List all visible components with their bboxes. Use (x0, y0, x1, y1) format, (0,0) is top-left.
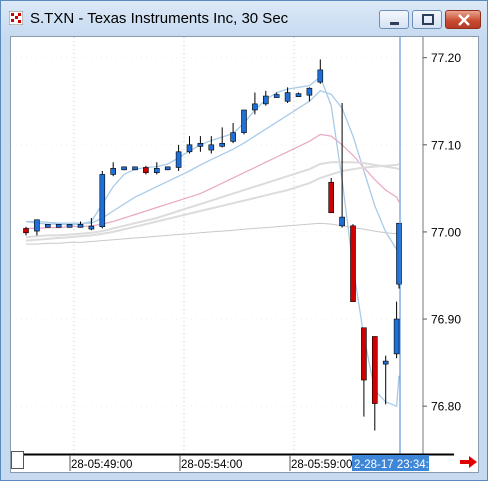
candlesticks (23, 59, 402, 431)
candle-body[interactable] (132, 166, 138, 171)
candle-body[interactable] (44, 224, 51, 228)
candle-body[interactable] (175, 151, 182, 168)
candle-body[interactable] (252, 103, 258, 111)
candle-body[interactable] (230, 132, 236, 142)
candle-body[interactable] (121, 166, 127, 171)
maximize-icon (422, 14, 434, 25)
minimize-icon (390, 22, 399, 25)
moving-average-line (25, 161, 400, 239)
candle-body[interactable] (284, 92, 291, 102)
candle-body[interactable] (339, 216, 345, 227)
time-axis: 28-05:49:00 28-05:54:00 28-05:59:00 (69, 455, 352, 471)
scroll-right-arrow-icon[interactable] (460, 456, 478, 468)
scroll-handle[interactable] (11, 451, 24, 469)
candle-body[interactable] (208, 144, 215, 151)
candle-body[interactable] (23, 228, 29, 234)
candle-body[interactable] (55, 224, 62, 228)
candle-body[interactable] (197, 143, 204, 147)
moving-average-line (25, 163, 400, 242)
candle-body[interactable] (110, 168, 116, 175)
chart-area[interactable]: 77.20 77.10 77.00 76.90 76.80 28-05:49:00 28-… (10, 36, 479, 473)
candle-body[interactable] (34, 219, 40, 232)
candle-body[interactable] (328, 181, 335, 214)
candle-body[interactable] (273, 94, 280, 98)
candle-body[interactable] (317, 69, 324, 83)
cursor-time-highlight (352, 455, 429, 471)
candle-body[interactable] (99, 174, 106, 228)
moving-average-line (26, 90, 400, 251)
price-axis: 77.20 77.10 77.00 76.90 76.80 (423, 51, 461, 414)
candle-body[interactable] (219, 143, 225, 147)
moving-average-line (25, 75, 400, 408)
candle-body[interactable] (306, 87, 313, 96)
title-bar[interactable]: S.TXN - Texas Instruments Inc, 30 Sec (1, 1, 487, 35)
grid-lines (11, 37, 423, 454)
moving-average-lines (25, 75, 400, 408)
candle-body[interactable] (77, 224, 84, 228)
price-tick-label: 77.00 (431, 225, 461, 239)
price-tick-label: 77.10 (431, 138, 461, 152)
candle-body[interactable] (241, 109, 247, 133)
time-tick-label: 28-05:49:00 (71, 459, 132, 471)
candle-body[interactable] (66, 224, 73, 228)
time-tick-label: 28-05:59:00 (291, 459, 352, 471)
chart-app-icon (8, 10, 24, 26)
candle-body[interactable] (143, 167, 149, 173)
close-button[interactable] (445, 10, 481, 29)
price-tick-label: 76.80 (431, 400, 461, 414)
candle-body[interactable] (382, 360, 389, 365)
time-tick-label: 28-05:54:00 (181, 459, 242, 471)
close-icon (458, 14, 470, 26)
price-tick-label: 77.20 (431, 51, 461, 65)
candle-body[interactable] (393, 318, 400, 355)
minimize-button[interactable] (379, 10, 409, 29)
window-title: S.TXN - Texas Instruments Inc, 30 Sec (30, 10, 289, 27)
maximize-button[interactable] (412, 10, 442, 29)
candle-body[interactable] (396, 222, 402, 285)
candle-body[interactable] (350, 225, 356, 302)
candle-body[interactable] (361, 327, 367, 381)
candle-body[interactable] (88, 225, 95, 230)
candle-body[interactable] (295, 93, 302, 97)
cursor-time-label: 2-28-17 23:34:00 (354, 459, 442, 471)
candle-body[interactable] (263, 95, 269, 105)
price-tick-label: 76.90 (431, 313, 461, 327)
candle-body[interactable] (371, 336, 378, 404)
candle-body[interactable] (154, 168, 160, 173)
candle-body[interactable] (164, 166, 171, 171)
candle-body[interactable] (186, 144, 193, 153)
